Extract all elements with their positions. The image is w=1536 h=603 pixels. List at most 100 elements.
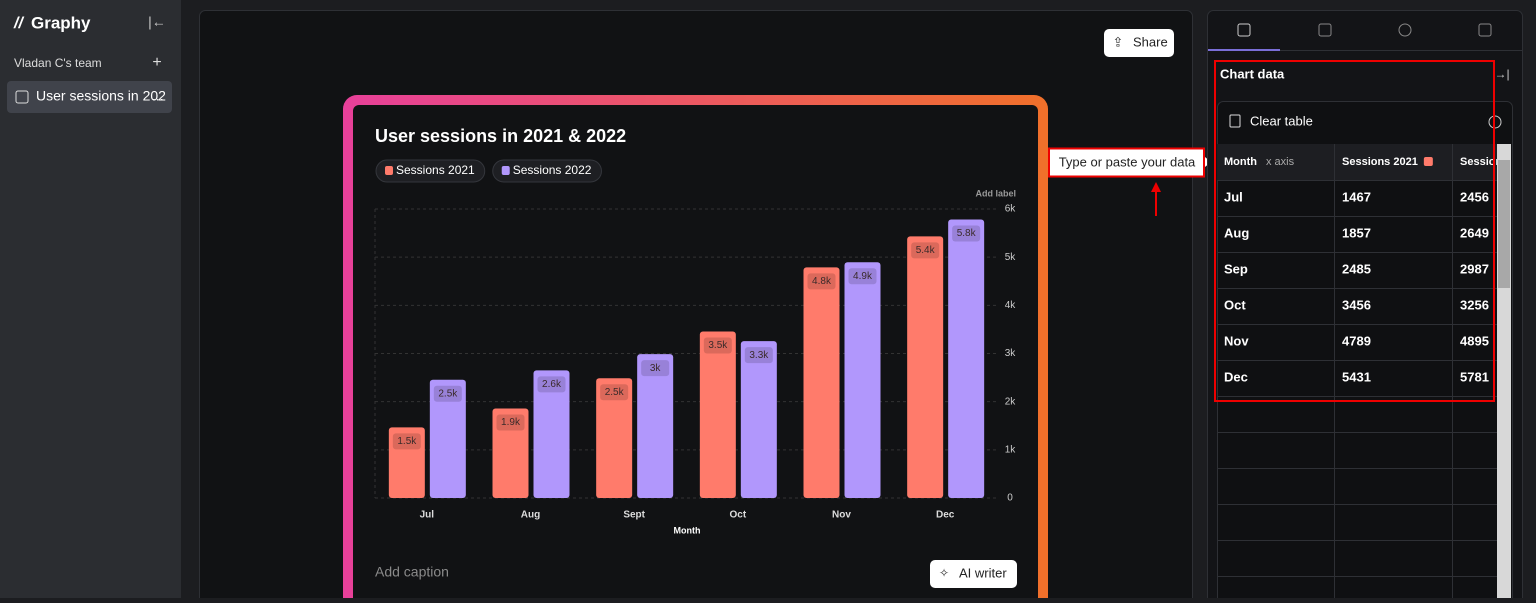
value-label: 2.5k xyxy=(605,387,625,398)
value-label: 5.8k xyxy=(957,228,977,239)
table-cell: Nov xyxy=(1224,333,1249,348)
bar xyxy=(596,378,633,498)
table-cell: 1857 xyxy=(1342,225,1371,240)
value-label: 3.5k xyxy=(708,340,728,351)
axis-note[interactable]: Add label xyxy=(975,188,1016,198)
value-label: 2.6k xyxy=(542,379,562,390)
value-label: 3.3k xyxy=(749,350,769,361)
value-chip xyxy=(392,433,421,450)
sidebar-item[interactable] xyxy=(7,81,172,113)
value-label: 4.9k xyxy=(853,271,873,282)
share-label[interactable]: Share xyxy=(1133,34,1168,49)
x-tick-label: Jul xyxy=(420,510,435,521)
x-axis-tag: x axis xyxy=(1266,156,1295,168)
ai-writer-label[interactable]: AI writer xyxy=(959,565,1007,580)
table-cell: 2987 xyxy=(1460,261,1489,276)
legend-chip xyxy=(375,159,486,183)
table-cell: 4895 xyxy=(1460,333,1489,348)
value-chip xyxy=(433,385,462,402)
value-chip xyxy=(744,347,773,364)
y-tick-label: 4k xyxy=(1005,300,1017,311)
bar xyxy=(637,354,674,498)
sparkle-icon: ✧ xyxy=(939,566,949,580)
tab-chart[interactable] xyxy=(1318,23,1332,37)
bar xyxy=(740,341,777,498)
value-chip xyxy=(807,273,836,290)
y-tick-label: 3k xyxy=(1005,348,1017,359)
value-chip xyxy=(848,268,877,285)
table-cell: Oct xyxy=(1224,297,1246,312)
column-swatch xyxy=(1423,157,1433,166)
y-tick-label: 5k xyxy=(1005,252,1017,263)
trash-icon xyxy=(1229,114,1241,128)
y-tick-label: 2k xyxy=(1005,396,1017,407)
value-label: 2.5k xyxy=(438,388,458,399)
value-chip xyxy=(641,360,670,377)
y-tick-label: 0 xyxy=(1007,493,1013,504)
value-label: 4.8k xyxy=(812,276,832,287)
bar xyxy=(492,408,529,498)
table-cell: 2485 xyxy=(1342,261,1371,276)
sidebar-item-label[interactable]: User sessions in 2021 & 2022 xyxy=(36,88,222,104)
legend-label: Sessions 2022 xyxy=(513,163,592,177)
panel-heading: Chart data xyxy=(1220,66,1285,81)
logo: Graphy xyxy=(31,13,91,32)
bar xyxy=(533,370,570,498)
y-tick-label: 6k xyxy=(1005,204,1017,215)
x-tick-label: Sept xyxy=(623,510,645,521)
column-header: Sessions 2022 xyxy=(1460,156,1536,168)
bar xyxy=(844,262,881,498)
tab-edit[interactable] xyxy=(1478,23,1492,37)
table-cell: 4789 xyxy=(1342,333,1371,348)
table-cell: Sep xyxy=(1224,261,1248,276)
tab-data[interactable] xyxy=(1237,23,1251,37)
x-tick-label: Nov xyxy=(832,510,851,521)
collapse-button[interactable]: |← xyxy=(148,14,166,30)
column-header: Sessions 2021 xyxy=(1342,156,1418,168)
table-header xyxy=(1217,144,1497,180)
bar xyxy=(388,427,425,498)
column-header: Month xyxy=(1224,156,1257,168)
value-chip xyxy=(496,414,525,431)
logo-mark: // xyxy=(13,15,24,32)
ai-writer-button[interactable] xyxy=(930,560,1017,588)
table-cell: Aug xyxy=(1224,225,1249,240)
value-label: 5.4k xyxy=(916,245,936,256)
annotation-box xyxy=(1048,147,1205,178)
share-icon: ⇪ xyxy=(1113,34,1124,49)
bar xyxy=(699,331,736,498)
legend-label: Sessions 2021 xyxy=(396,163,475,177)
x-tick-label: Dec xyxy=(936,510,955,521)
scroll-thumb[interactable] xyxy=(1498,160,1510,288)
table-cell: 2649 xyxy=(1460,225,1489,240)
close-panel[interactable]: →| xyxy=(1494,67,1509,81)
table-cell: 3456 xyxy=(1342,297,1371,312)
bar xyxy=(907,236,944,498)
y-tick-label: 1k xyxy=(1005,444,1017,455)
add-button[interactable]: + xyxy=(152,54,161,71)
value-chip xyxy=(911,242,940,259)
arrow-head xyxy=(1151,182,1161,192)
table-cell: 5431 xyxy=(1342,369,1371,384)
legend-swatch xyxy=(385,166,393,175)
tab-style[interactable] xyxy=(1398,23,1412,37)
value-chip xyxy=(537,376,566,393)
value-label: 3k xyxy=(650,363,662,374)
value-chip xyxy=(703,337,732,354)
caption[interactable]: Add caption xyxy=(375,564,449,580)
legend-chip xyxy=(492,159,602,183)
x-tick-label: Oct xyxy=(729,510,746,521)
table-cell: 3256 xyxy=(1460,297,1489,312)
annotation-text: Type or paste your data xyxy=(1059,154,1196,169)
ellipsis: ... xyxy=(152,88,164,104)
value-label: 1.5k xyxy=(397,436,417,447)
share-button[interactable] xyxy=(1104,29,1174,57)
team-name[interactable]: Vladan C's team xyxy=(14,56,102,70)
clear-table[interactable]: Clear table xyxy=(1250,113,1313,128)
bar xyxy=(803,267,840,498)
table-container xyxy=(1217,101,1513,603)
table-cell: 1467 xyxy=(1342,189,1371,204)
value-chip xyxy=(600,384,629,401)
value-chip xyxy=(952,225,981,242)
